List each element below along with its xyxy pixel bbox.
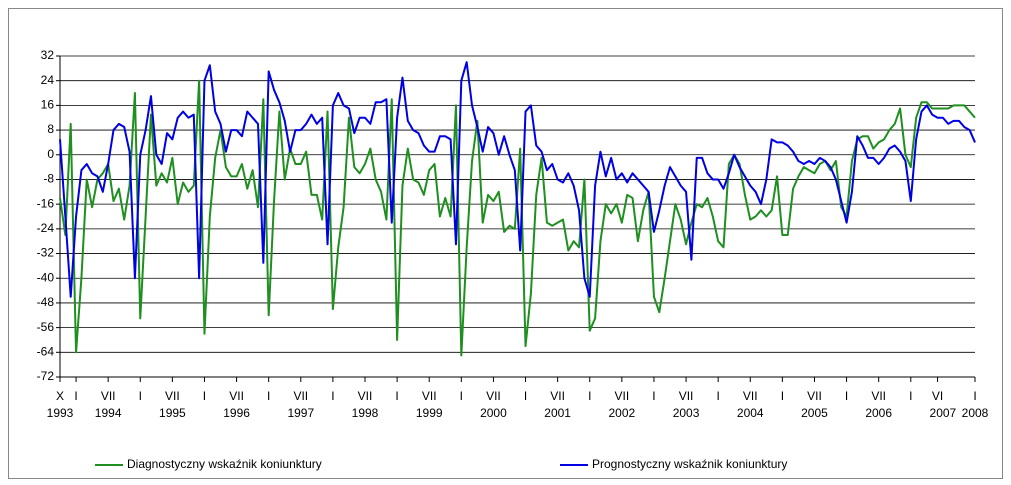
x-year-label: 2002 xyxy=(608,406,635,420)
y-tick-label: -64 xyxy=(37,344,55,358)
x-tick-label: I xyxy=(973,389,976,403)
y-tick-label: -56 xyxy=(37,320,55,334)
x-tick-label: I xyxy=(652,389,655,403)
x-tick-label: I xyxy=(845,389,848,403)
chart-border xyxy=(8,8,1003,479)
series-line xyxy=(59,79,976,357)
x-tick-label: I xyxy=(524,389,527,403)
x-tick-label: VII xyxy=(807,389,822,403)
x-tick-label: I xyxy=(267,389,270,403)
x-tick-label: I xyxy=(395,389,398,403)
y-tick-label: -24 xyxy=(37,221,55,235)
x-tick-label: VII xyxy=(165,389,180,403)
x-tick-label: VII xyxy=(486,389,501,403)
x-tick-label: VII xyxy=(229,389,244,403)
x-tick-label: I xyxy=(716,389,719,403)
x-year-label: 2003 xyxy=(673,406,700,420)
x-tick-label: VII xyxy=(293,389,308,403)
x-tick-label: VII xyxy=(358,389,373,403)
x-tick-label: VII xyxy=(615,389,630,403)
x-year-label: 1994 xyxy=(95,406,122,420)
x-year-label: 2005 xyxy=(801,406,828,420)
x-year-label: 1998 xyxy=(352,406,379,420)
x-tick-label: I xyxy=(781,389,784,403)
x-tick-label: I xyxy=(331,389,334,403)
x-year-label: 1996 xyxy=(223,406,250,420)
x-tick-label: VII xyxy=(422,389,437,403)
y-tick-label: -72 xyxy=(37,369,55,383)
x-year-label: 2001 xyxy=(544,406,571,420)
x-tick-label: VII xyxy=(679,389,694,403)
legend-label: Diagnostyczny wskaźnik koniunktury xyxy=(127,457,322,471)
x-tick-label: VII xyxy=(101,389,116,403)
y-tick-label: -16 xyxy=(37,196,55,210)
y-tick-label: -32 xyxy=(37,246,55,260)
legend-label: Prognostyczny wskaźnik koniunktury xyxy=(592,457,787,471)
x-tick-label: I xyxy=(460,389,463,403)
x-year-label: 2008 xyxy=(962,406,989,420)
x-tick-label: I xyxy=(74,389,77,403)
x-year-label: 2000 xyxy=(480,406,507,420)
x-year-label: 2004 xyxy=(737,406,764,420)
x-year-label: 1995 xyxy=(159,406,186,420)
x-tick-label: I xyxy=(909,389,912,403)
x-tick-label: VII xyxy=(550,389,565,403)
series-line xyxy=(59,61,976,298)
x-year-label: 2007 xyxy=(930,406,957,420)
y-tick-label: 24 xyxy=(41,73,55,87)
x-tick-label: X xyxy=(56,389,64,403)
y-tick-label: -8 xyxy=(43,172,54,186)
x-tick-label: VI xyxy=(932,389,943,403)
x-tick-label: VII xyxy=(871,389,886,403)
x-year-label: 1997 xyxy=(287,406,314,420)
y-tick-label: 8 xyxy=(47,122,54,136)
y-tick-label: 16 xyxy=(41,98,55,112)
x-year-label: 1993 xyxy=(47,406,74,420)
y-tick-label: 0 xyxy=(47,147,54,161)
y-tick-label: -40 xyxy=(37,270,55,284)
x-tick-label: I xyxy=(588,389,591,403)
y-tick-label: -48 xyxy=(37,295,55,309)
x-tick-label: I xyxy=(139,389,142,403)
x-year-label: 2006 xyxy=(865,406,892,420)
x-year-label: 1999 xyxy=(416,406,443,420)
y-tick-label: 32 xyxy=(41,48,55,62)
x-tick-label: I xyxy=(203,389,206,403)
x-tick-label: VII xyxy=(743,389,758,403)
